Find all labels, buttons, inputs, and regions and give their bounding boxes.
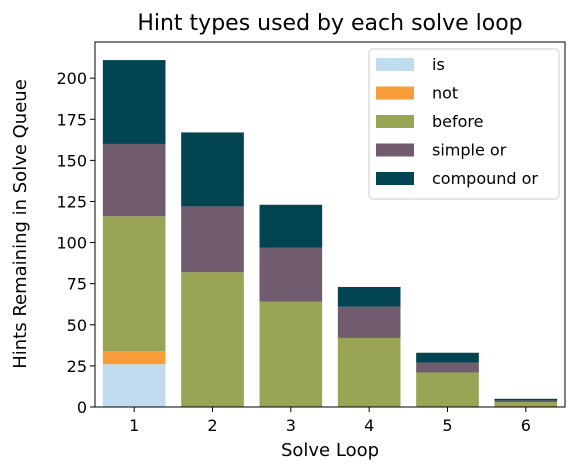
bar-segment-before-loop-6 bbox=[494, 402, 558, 407]
y-tick-label: 0 bbox=[77, 398, 87, 417]
bar-segment-compound-or-loop-4 bbox=[337, 286, 401, 307]
bar-segment-simple-or-loop-3 bbox=[259, 247, 323, 302]
bar-segment-not-loop-1 bbox=[102, 351, 166, 365]
y-tick-label: 50 bbox=[67, 316, 87, 335]
bar-segment-simple-or-loop-2 bbox=[181, 206, 244, 273]
x-tick-label: 6 bbox=[521, 416, 531, 435]
x-tick-label: 1 bbox=[129, 416, 139, 435]
y-tick-label: 100 bbox=[56, 234, 87, 253]
legend-swatch-compound-or bbox=[376, 172, 414, 185]
y-axis-label: Hints Remaining in Solve Queue bbox=[10, 79, 31, 369]
x-tick-label: 2 bbox=[207, 416, 217, 435]
legend-swatch-is bbox=[376, 58, 414, 71]
y-tick-label: 200 bbox=[56, 69, 87, 88]
legend-label-not: not bbox=[432, 84, 458, 103]
legend-label-compound-or: compound or bbox=[432, 169, 538, 188]
legend-box bbox=[368, 48, 560, 200]
y-tick-label: 25 bbox=[67, 357, 87, 376]
bar-segment-simple-or-loop-4 bbox=[337, 306, 401, 338]
bar-segment-before-loop-1 bbox=[102, 216, 166, 352]
legend-swatch-simple-or bbox=[376, 143, 414, 157]
x-axis: 1 2 3 4 5 6 bbox=[129, 407, 531, 435]
y-tick-label: 75 bbox=[67, 275, 87, 294]
y-tick-label: 150 bbox=[56, 151, 87, 170]
x-tick-label: 3 bbox=[286, 416, 296, 435]
bar-segment-compound-or-loop-5 bbox=[416, 352, 479, 363]
legend-label-before: before bbox=[432, 112, 484, 131]
x-tick-label: 5 bbox=[442, 416, 452, 435]
legend-swatch-not bbox=[376, 86, 414, 100]
bar-segment-simple-or-loop-5 bbox=[416, 362, 479, 373]
bars-layer bbox=[102, 60, 558, 407]
bar-segment-before-loop-3 bbox=[259, 301, 323, 407]
bar-segment-compound-or-loop-2 bbox=[181, 132, 244, 207]
legend-label-simple-or: simple or bbox=[432, 141, 507, 160]
y-tick-label: 175 bbox=[56, 110, 87, 129]
chart-title: Hint types used by each solve loop bbox=[137, 11, 522, 36]
bar-segment-before-loop-2 bbox=[181, 272, 244, 407]
bar-segment-simple-or-loop-6 bbox=[494, 400, 558, 403]
legend-label-is: is bbox=[432, 55, 445, 74]
plot-frame bbox=[94, 41, 566, 408]
bar-segment-before-loop-5 bbox=[416, 372, 479, 407]
bar-segment-compound-or-loop-1 bbox=[102, 60, 166, 144]
y-tick-label: 125 bbox=[56, 192, 87, 211]
bar-segment-before-loop-4 bbox=[337, 337, 401, 407]
bar-segment-simple-or-loop-1 bbox=[102, 143, 166, 217]
x-axis-label: Solve Loop bbox=[281, 440, 379, 461]
bar-segment-is-loop-1 bbox=[102, 364, 166, 407]
y-axis: 0 25 50 75 100 125 150 175 200 bbox=[56, 69, 95, 417]
x-tick-label: 4 bbox=[364, 416, 374, 435]
bar-segment-compound-or-loop-3 bbox=[259, 204, 323, 248]
bar-segment-compound-or-loop-6 bbox=[494, 398, 558, 401]
legend: is not before simple or compound or bbox=[368, 48, 560, 200]
legend-swatch-before bbox=[376, 115, 414, 128]
